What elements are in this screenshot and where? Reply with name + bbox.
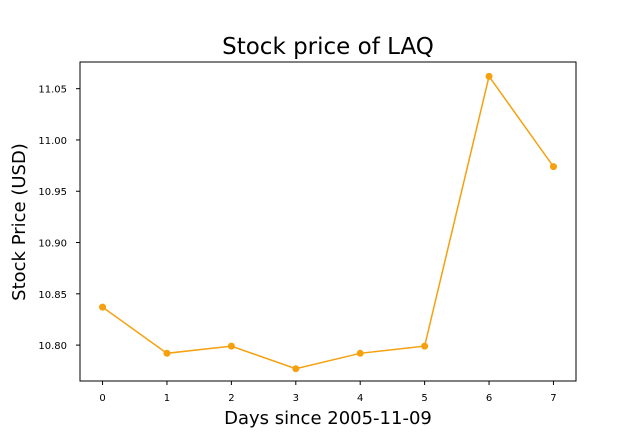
price-point <box>292 365 300 373</box>
y-tick-label: 11.00 <box>38 136 67 147</box>
x-tick-label: 5 <box>421 393 427 404</box>
y-axis-ticks: 10.80 10.85 10.90 10.95 11.00 11.05 <box>38 85 80 352</box>
price-point <box>163 349 171 357</box>
y-axis-label: Stock Price (USD) <box>9 143 30 301</box>
price-line <box>102 74 555 370</box>
price-point <box>227 342 235 350</box>
y-tick-label: 10.80 <box>38 341 67 352</box>
x-tick-label: 7 <box>550 393 556 404</box>
y-tick-label: 10.95 <box>38 187 67 198</box>
y-tick-label: 10.90 <box>38 239 67 250</box>
series-layer <box>99 72 557 373</box>
price-point <box>99 303 107 311</box>
x-tick-label: 4 <box>357 393 363 404</box>
y-tick-label: 10.85 <box>38 290 67 301</box>
price-point <box>549 163 557 171</box>
x-tick-label: 2 <box>228 393 234 404</box>
x-axis-label: Days since 2005-11-09 <box>224 408 432 429</box>
x-tick-label: 0 <box>99 393 105 404</box>
x-tick-label: 1 <box>164 393 170 404</box>
x-tick-label: 6 <box>486 393 492 404</box>
price-point <box>356 349 364 357</box>
x-axis-ticks: 0 1 2 3 4 5 6 7 <box>99 381 557 404</box>
price-point <box>485 72 493 80</box>
chart-title: Stock price of LAQ <box>222 34 434 60</box>
y-tick-label: 11.05 <box>38 85 67 96</box>
plot-area <box>79 61 577 382</box>
x-tick-label: 3 <box>293 393 299 404</box>
price-point <box>421 342 429 350</box>
